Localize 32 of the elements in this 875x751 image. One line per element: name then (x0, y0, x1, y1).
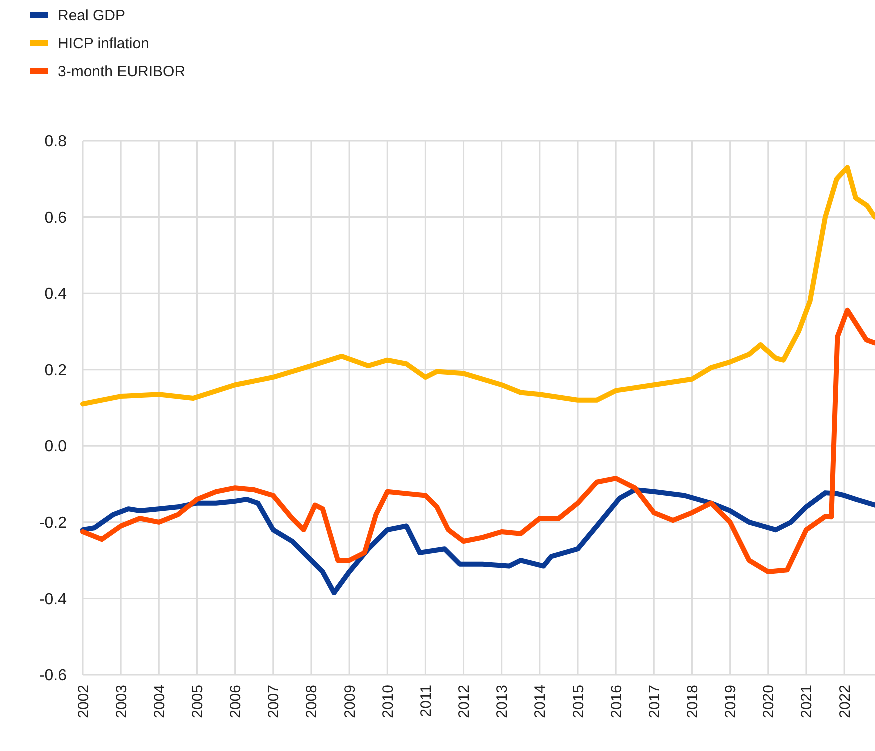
y-tick-label: 0.6 (44, 210, 68, 227)
y-tick-label: 0.4 (44, 286, 68, 304)
x-tick-label: 2013 (494, 685, 512, 718)
x-tick-label: 2008 (304, 685, 321, 718)
x-tick-label: 2015 (570, 685, 588, 718)
x-tick-label: 2011 (418, 685, 435, 718)
legend-label: 3-month EURIBOR (58, 63, 186, 80)
x-tick-label: 2022 (836, 685, 854, 718)
x-tick-label: 2014 (532, 685, 550, 718)
y-tick-label: 0.0 (44, 438, 68, 456)
y-tick-label: -0.6 (39, 668, 68, 685)
y-tick-label: -0.4 (39, 591, 68, 608)
legend-label: Real GDP (58, 7, 126, 24)
x-tick-label: 2003 (113, 685, 130, 718)
x-tick-label: 2002 (75, 685, 92, 718)
y-tick-label: -0.2 (39, 515, 68, 532)
x-tick-label: 2005 (189, 685, 206, 718)
x-tick-label: 2020 (760, 685, 778, 718)
x-tick-label: 2009 (342, 685, 359, 718)
legend-label: HICP inflation (58, 35, 150, 52)
x-tick-label: 2018 (684, 685, 702, 718)
x-tick-label: 2017 (646, 685, 664, 718)
x-tick-label: 2016 (608, 685, 626, 718)
x-tick-label: 2012 (456, 685, 474, 718)
x-tick-label: 2021 (798, 685, 816, 718)
x-tick-label: 2006 (228, 685, 245, 718)
x-tick-label: 2004 (151, 685, 168, 718)
x-tick-label: 2019 (722, 685, 740, 718)
y-tick-label: 0.2 (44, 362, 68, 380)
y-tick-label: 0.8 (44, 134, 68, 151)
x-tick-label: 2007 (266, 685, 283, 718)
x-tick-label: 2010 (380, 685, 397, 718)
